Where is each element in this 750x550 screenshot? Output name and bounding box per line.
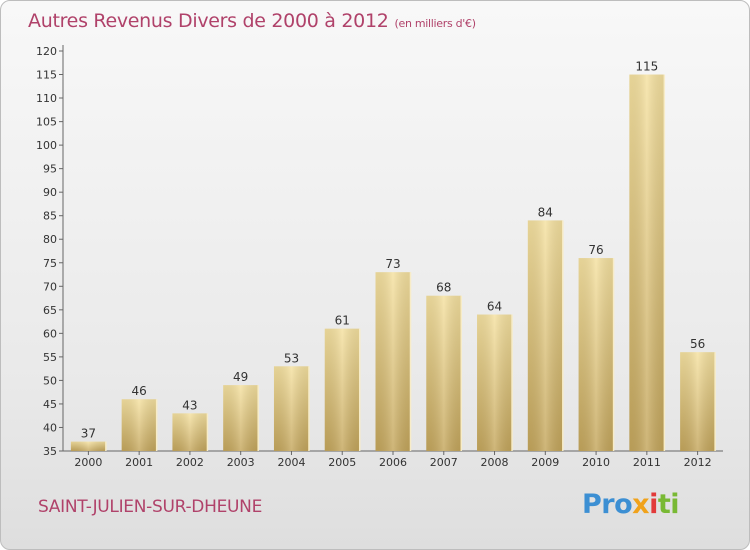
value-label-2004: 53 bbox=[284, 351, 299, 365]
y-tick-label: 50 bbox=[43, 374, 57, 387]
y-tick-label: 80 bbox=[43, 233, 57, 246]
x-tick-label-2005: 2005 bbox=[328, 456, 356, 469]
bar-sheen-2004 bbox=[273, 366, 309, 451]
bar-sheen-2010 bbox=[578, 258, 614, 451]
value-label-2012: 56 bbox=[690, 337, 705, 351]
x-tick-label-2006: 2006 bbox=[379, 456, 407, 469]
value-label-2006: 73 bbox=[385, 257, 400, 271]
x-tick-label-2003: 2003 bbox=[227, 456, 255, 469]
x-tick-label-2012: 2012 bbox=[684, 456, 712, 469]
x-tick-label-2010: 2010 bbox=[582, 456, 610, 469]
bar-sheen-2006 bbox=[375, 272, 411, 451]
y-tick-label: 95 bbox=[43, 163, 57, 176]
value-label-2002: 43 bbox=[182, 398, 197, 412]
proxiti-logo: Proxiti bbox=[582, 489, 680, 520]
y-tick-label: 60 bbox=[43, 327, 57, 340]
y-tick-label: 100 bbox=[36, 139, 57, 152]
bar-sheen-2008 bbox=[477, 314, 513, 451]
bar-sheen-2000 bbox=[70, 441, 106, 451]
value-label-2005: 61 bbox=[335, 314, 350, 328]
chart-title-text: Autres Revenus Divers de 2000 à 2012 bbox=[28, 10, 389, 32]
bar-sheen-2003 bbox=[223, 385, 259, 451]
value-label-2007: 68 bbox=[436, 281, 451, 295]
y-tick-label: 45 bbox=[43, 398, 57, 411]
value-label-2001: 46 bbox=[132, 384, 147, 398]
y-tick-label: 40 bbox=[43, 421, 57, 434]
bar-sheen-2012 bbox=[680, 352, 716, 451]
value-label-2011: 115 bbox=[635, 60, 658, 74]
y-tick-label: 65 bbox=[43, 304, 57, 317]
bar-sheen-2005 bbox=[324, 328, 360, 451]
y-tick-label: 85 bbox=[43, 210, 57, 223]
x-tick-label-2009: 2009 bbox=[531, 456, 559, 469]
x-tick-label-2004: 2004 bbox=[277, 456, 305, 469]
value-label-2003: 49 bbox=[233, 370, 248, 384]
y-tick-label: 70 bbox=[43, 280, 57, 293]
y-tick-label: 105 bbox=[36, 116, 57, 129]
value-label-2000: 37 bbox=[81, 427, 96, 441]
x-tick-label-2007: 2007 bbox=[430, 456, 458, 469]
bar-sheen-2009 bbox=[527, 220, 563, 451]
x-tick-label-2008: 2008 bbox=[481, 456, 509, 469]
bar-sheen-2002 bbox=[172, 413, 208, 451]
y-tick-label: 55 bbox=[43, 351, 57, 364]
value-label-2009: 84 bbox=[538, 205, 553, 219]
y-tick-label: 110 bbox=[36, 92, 57, 105]
chart-subtitle: (en milliers d'€) bbox=[394, 17, 476, 30]
x-tick-label-2002: 2002 bbox=[176, 456, 204, 469]
y-tick-label: 115 bbox=[36, 69, 57, 82]
value-label-2008: 64 bbox=[487, 300, 502, 314]
y-tick-label: 35 bbox=[43, 445, 57, 458]
chart-bars: 37 46 43 49 53 61 73 68 64 84 76 115 56 bbox=[70, 60, 716, 451]
x-tick-label-2011: 2011 bbox=[633, 456, 661, 469]
bar-sheen-2011 bbox=[629, 74, 665, 451]
y-tick-label: 90 bbox=[43, 186, 57, 199]
x-tick-label-2000: 2000 bbox=[74, 456, 102, 469]
y-tick-label: 75 bbox=[43, 257, 57, 270]
x-tick-label-2001: 2001 bbox=[125, 456, 153, 469]
y-tick-label: 120 bbox=[36, 45, 57, 58]
place-name: SAINT-JULIEN-SUR-DHEUNE bbox=[38, 497, 263, 517]
bar-sheen-2001 bbox=[121, 399, 157, 451]
bar-sheen-2007 bbox=[426, 295, 462, 451]
chart-title: Autres Revenus Divers de 2000 à 2012 (en … bbox=[28, 10, 476, 32]
value-label-2010: 76 bbox=[588, 243, 603, 257]
